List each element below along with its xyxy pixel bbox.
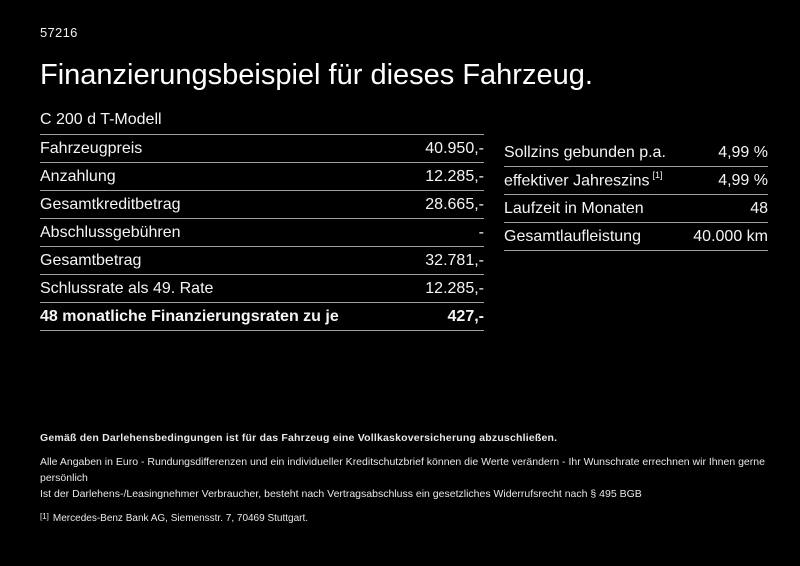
table-row-monatsrate: 48 monatliche Finanzierungsraten zu je 4… (40, 303, 484, 331)
disclaimer-line-2: Ist der Darlehens-/Leasingnehmer Verbrau… (40, 488, 642, 500)
row-label: Gesamtkreditbetrag (40, 195, 181, 213)
row-value: 40.950,- (425, 139, 484, 157)
row-value: 4,99 % (718, 143, 768, 161)
row-value: 427,- (447, 307, 484, 325)
listing-id: 57216 (40, 25, 78, 40)
legal-footer: Gemäß den Darlehensbedingungen ist für d… (40, 432, 770, 524)
table-row-fahrzeugpreis: Fahrzeugpreis 40.950,- (40, 135, 484, 163)
row-label-text: effektiver Jahreszins (504, 172, 650, 190)
insurance-note: Gemäß den Darlehensbedingungen ist für d… (40, 432, 558, 444)
row-label: Abschlussgebühren (40, 223, 181, 241)
row-label: effektiver Jahreszins [1] (504, 169, 663, 190)
row-value: 48 (750, 199, 768, 217)
table-row-anzahlung: Anzahlung 12.285,- (40, 163, 484, 191)
row-label: Fahrzeugpreis (40, 139, 143, 157)
bank-footnote: [1] Mercedes-Benz Bank AG, Siemensstr. 7,… (40, 512, 770, 524)
row-value: - (478, 223, 484, 241)
finance-table: C 200 d T-Modell Fahrzeugpreis 40.950,- … (40, 106, 484, 331)
row-value: 28.665,- (425, 195, 484, 213)
disclaimer-line-1: Alle Angaben in Euro - Rundungsdifferenz… (40, 456, 765, 484)
row-label: Laufzeit in Monaten (504, 199, 644, 217)
table-row-sollzins: Sollzins gebunden p.a. 4,99 % (504, 139, 768, 167)
table-row-laufzeit: Laufzeit in Monaten 48 (504, 195, 768, 223)
row-value: 4,99 % (718, 171, 768, 189)
row-label: Schlussrate als 49. Rate (40, 279, 214, 297)
page-title: Finanzierungsbeispiel für dieses Fahrzeu… (40, 59, 593, 91)
row-label: 48 monatliche Finanzierungsraten zu je (40, 307, 339, 325)
conditions-table: Sollzins gebunden p.a. 4,99 % effektiver… (504, 139, 768, 251)
table-row-abschlussgebuehren: Abschlussgebühren - (40, 219, 484, 247)
row-value: 32.781,- (425, 251, 484, 269)
footnote-text: Mercedes-Benz Bank AG, Siemensstr. 7, 70… (52, 513, 309, 524)
footnote-marker: [1] (40, 512, 49, 521)
row-label: Sollzins gebunden p.a. (504, 143, 666, 161)
finance-columns: C 200 d T-Modell Fahrzeugpreis 40.950,- … (40, 106, 768, 331)
vehicle-model: C 200 d T-Modell (40, 106, 484, 135)
row-label: Anzahlung (40, 167, 116, 185)
table-row-effektiver-jahreszins: effektiver Jahreszins [1] 4,99 % (504, 167, 768, 195)
table-row-schlussrate: Schlussrate als 49. Rate 12.285,- (40, 275, 484, 303)
row-label: Gesamtbetrag (40, 251, 142, 269)
table-row-gesamtkreditbetrag: Gesamtkreditbetrag 28.665,- (40, 191, 484, 219)
footnote-reference: [1] (652, 169, 663, 180)
row-label: Gesamtlaufleistung (504, 227, 641, 245)
table-row-gesamtbetrag: Gesamtbetrag 32.781,- (40, 247, 484, 275)
row-value: 40.000 km (693, 227, 768, 245)
row-value: 12.285,- (425, 279, 484, 297)
table-row-gesamtlaufleistung: Gesamtlaufleistung 40.000 km (504, 223, 768, 251)
row-value: 12.285,- (425, 167, 484, 185)
